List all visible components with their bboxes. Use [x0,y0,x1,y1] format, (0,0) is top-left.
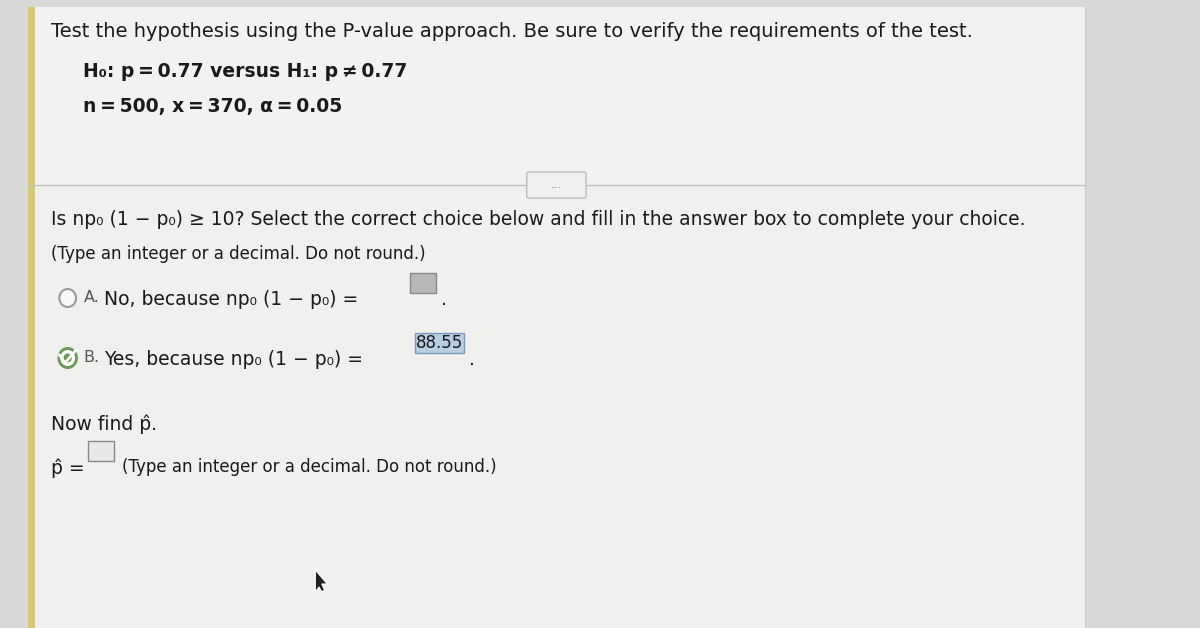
Text: Is np₀ (1 − p₀) ≥ 10? Select the correct choice below and fill in the answer box: Is np₀ (1 − p₀) ≥ 10? Select the correct… [52,210,1026,229]
Text: (Type an integer or a decimal. Do not round.): (Type an integer or a decimal. Do not ro… [122,458,497,476]
Circle shape [58,347,78,369]
FancyBboxPatch shape [28,185,1085,628]
FancyBboxPatch shape [28,7,1085,185]
FancyBboxPatch shape [527,172,586,198]
Circle shape [60,350,76,366]
Text: ...: ... [551,180,562,190]
Text: p̂ =: p̂ = [52,458,85,477]
Text: Yes, because np₀ (1 − p₀) =: Yes, because np₀ (1 − p₀) = [104,350,362,369]
Text: H₀: p = 0.77 versus H₁: p ≠ 0.77: H₀: p = 0.77 versus H₁: p ≠ 0.77 [84,62,408,81]
FancyBboxPatch shape [88,441,114,461]
Text: B.: B. [84,350,100,365]
Text: A.: A. [84,290,100,305]
FancyBboxPatch shape [28,7,1085,628]
FancyBboxPatch shape [415,333,463,353]
FancyBboxPatch shape [410,273,436,293]
Text: 88.55: 88.55 [416,334,463,352]
Text: Now find p̂.: Now find p̂. [52,415,157,435]
Text: Test the hypothesis using the P-value approach. Be sure to verify the requiremen: Test the hypothesis using the P-value ap… [52,22,973,41]
Text: No, because np₀ (1 − p₀) =: No, because np₀ (1 − p₀) = [104,290,358,309]
Polygon shape [316,570,328,592]
Text: n = 500, x = 370, α = 0.05: n = 500, x = 370, α = 0.05 [84,97,343,116]
Text: .: . [442,290,448,309]
Circle shape [59,289,76,307]
Circle shape [64,354,72,362]
Text: .: . [469,350,475,369]
Text: (Type an integer or a decimal. Do not round.): (Type an integer or a decimal. Do not ro… [52,245,426,263]
FancyBboxPatch shape [28,7,35,628]
